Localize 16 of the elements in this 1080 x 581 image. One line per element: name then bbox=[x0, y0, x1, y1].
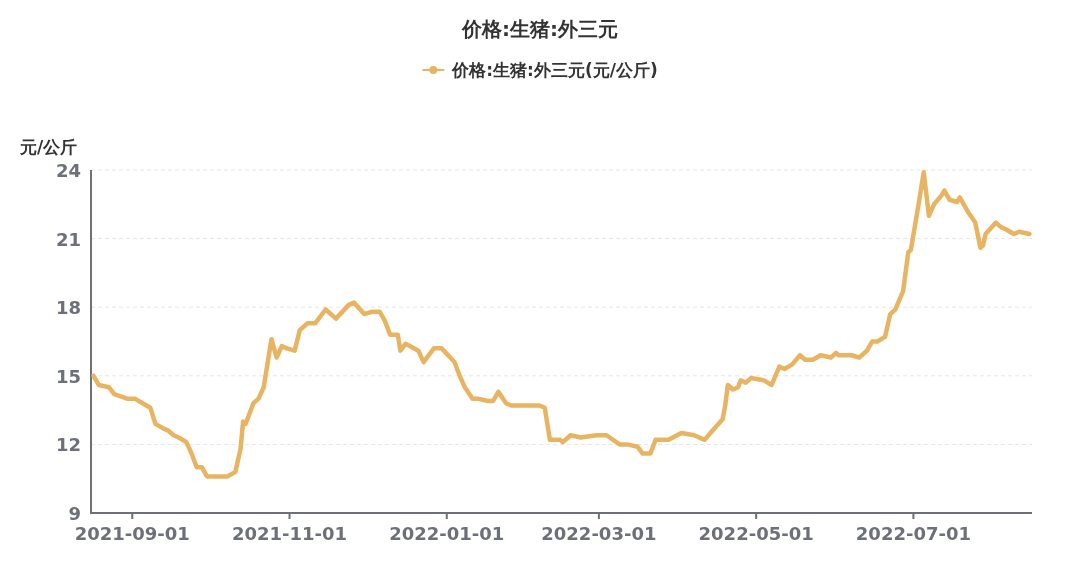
y-tick-label: 18 bbox=[55, 297, 81, 319]
y-tick-label: 12 bbox=[55, 434, 81, 456]
y-tick-label: 15 bbox=[55, 365, 81, 387]
legend: 价格:生猪:外三元(元/公斤) bbox=[421, 60, 658, 80]
x-tick-label: 2022-03-01 bbox=[541, 523, 657, 544]
x-tick-label: 2021-11-01 bbox=[231, 523, 348, 544]
y-tick-label: 9 bbox=[68, 503, 81, 524]
x-tick-label: 2022-01-01 bbox=[389, 523, 505, 544]
line-series bbox=[91, 170, 1032, 479]
chart-title: 价格:生猪:外三元 bbox=[461, 17, 618, 41]
y-tick-label: 24 bbox=[55, 160, 81, 181]
x-tick-label: 2022-05-01 bbox=[698, 523, 814, 544]
x-tick-label: 2022-07-01 bbox=[855, 523, 971, 544]
y-axis-title: 元/公斤 bbox=[19, 137, 78, 157]
x-tick-label: 2021-09-01 bbox=[74, 523, 190, 544]
y-tick-label: 21 bbox=[55, 228, 81, 250]
